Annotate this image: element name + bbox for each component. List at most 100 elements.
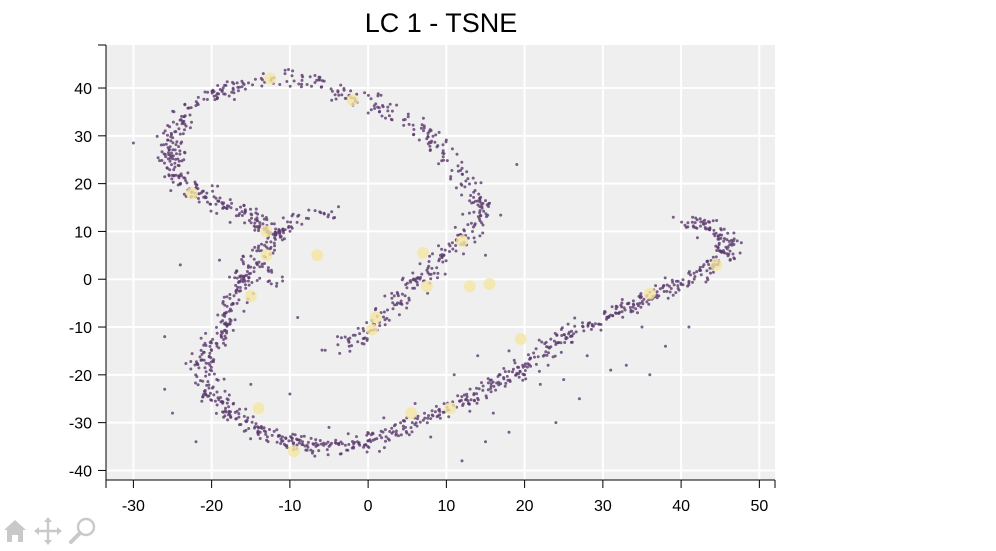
data-point — [256, 429, 260, 433]
data-point — [366, 93, 370, 97]
data-point — [369, 108, 373, 112]
data-point — [221, 202, 225, 206]
data-point — [460, 193, 464, 197]
data-point — [314, 441, 318, 445]
data-point — [440, 247, 444, 251]
data-point — [174, 157, 178, 161]
data-point — [523, 369, 527, 372]
data-point — [235, 276, 239, 280]
data-point — [418, 277, 422, 281]
data-point — [355, 435, 358, 439]
data-point — [437, 244, 440, 248]
data-point — [383, 323, 387, 327]
data-point — [224, 410, 228, 414]
data-point — [217, 398, 221, 402]
data-point — [350, 344, 354, 348]
data-point — [229, 415, 233, 419]
data-point — [223, 389, 227, 393]
data-point — [255, 249, 259, 253]
data-point — [171, 154, 175, 158]
data-point — [411, 271, 415, 275]
y-tick-label: 20 — [74, 177, 92, 194]
data-point — [472, 392, 476, 395]
data-point — [209, 391, 212, 395]
data-point — [383, 318, 387, 322]
data-point — [250, 216, 253, 220]
data-point — [413, 286, 416, 290]
data-point — [465, 395, 469, 399]
data-point — [166, 146, 170, 150]
data-point — [378, 433, 382, 437]
data-point — [253, 228, 257, 232]
data-point — [494, 388, 498, 392]
data-point — [167, 148, 171, 152]
data-point — [699, 273, 703, 277]
data-point — [324, 442, 328, 446]
data-point — [379, 429, 383, 433]
data-point — [203, 366, 207, 370]
data-point — [297, 213, 301, 217]
data-point — [173, 130, 177, 134]
pan-icon[interactable] — [34, 517, 62, 545]
data-point — [559, 341, 563, 345]
data-point — [377, 110, 381, 114]
data-point — [705, 269, 709, 273]
data-point — [471, 176, 475, 180]
data-point — [468, 387, 472, 391]
data-point — [238, 286, 242, 289]
data-point — [712, 232, 716, 236]
data-point — [599, 328, 603, 332]
data-point — [273, 248, 276, 252]
data-point — [620, 301, 624, 305]
data-point — [704, 221, 708, 225]
data-point — [311, 449, 315, 453]
data-point — [529, 364, 533, 368]
data-point — [238, 407, 242, 411]
highlight-point — [456, 235, 468, 247]
data-point — [474, 181, 478, 185]
data-point — [479, 195, 483, 199]
data-point — [386, 308, 389, 312]
data-point — [692, 271, 696, 275]
data-point — [273, 236, 277, 240]
data-point — [278, 231, 282, 235]
data-point — [300, 222, 304, 226]
data-point — [361, 337, 365, 341]
data-point — [382, 315, 385, 319]
data-point — [274, 227, 278, 231]
data-point — [445, 159, 449, 163]
data-point — [419, 126, 423, 130]
data-point — [374, 102, 378, 106]
home-icon[interactable] — [4, 520, 26, 542]
data-point — [302, 434, 306, 438]
data-point — [247, 427, 251, 430]
data-point — [428, 254, 432, 258]
data-point — [701, 222, 705, 226]
data-point — [384, 439, 387, 443]
data-point — [235, 81, 239, 85]
data-point — [503, 370, 507, 374]
data-point — [226, 418, 230, 422]
data-point — [326, 440, 330, 444]
data-point — [532, 351, 536, 355]
data-point — [222, 415, 226, 419]
zoom-icon[interactable] — [69, 517, 96, 544]
data-point — [574, 330, 578, 334]
data-point — [451, 247, 455, 251]
data-point — [243, 211, 247, 215]
data-point — [391, 307, 395, 311]
data-point — [182, 176, 186, 180]
data-point — [695, 270, 699, 274]
data-point — [339, 83, 343, 87]
data-point — [163, 161, 166, 165]
data-point — [188, 126, 192, 130]
data-point — [461, 404, 465, 407]
data-point — [667, 284, 671, 288]
data-point — [523, 373, 527, 377]
data-point — [475, 392, 479, 396]
data-point — [426, 266, 430, 270]
data-point — [163, 387, 167, 391]
data-point — [708, 220, 711, 224]
data-point — [640, 295, 643, 299]
data-point — [336, 335, 339, 339]
